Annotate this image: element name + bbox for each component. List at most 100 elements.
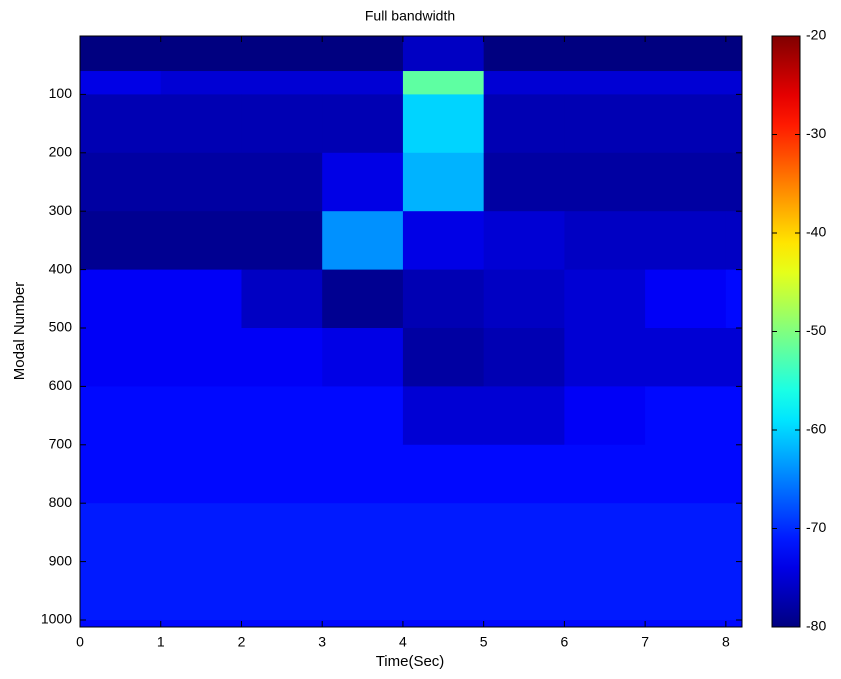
heatmap-cell	[402, 71, 485, 95]
heatmap-cell	[483, 269, 565, 329]
heatmap-cell	[80, 269, 162, 329]
heatmap-cell	[725, 152, 743, 212]
heatmap-cell	[564, 211, 646, 271]
heatmap-cell	[322, 444, 404, 504]
colorbar-tick-label: -30	[806, 125, 826, 141]
y-tick-label: 700	[49, 435, 73, 451]
heatmap-cell	[80, 36, 162, 72]
heatmap-cell	[80, 503, 162, 563]
heatmap-cell	[564, 503, 646, 563]
y-tick-label: 800	[49, 494, 73, 510]
heatmap-cell	[483, 152, 565, 212]
plot-frame	[79, 35, 743, 628]
heatmap-cell	[80, 619, 162, 628]
heatmap-cell	[322, 211, 404, 271]
heatmap-cell	[725, 269, 743, 329]
colorbar-tick-label: -40	[806, 224, 826, 240]
heatmap-cell	[322, 619, 404, 628]
heatmap-cell	[160, 561, 242, 621]
heatmap-cell	[241, 386, 323, 446]
heatmap-cell	[402, 561, 485, 621]
heatmap-cell	[160, 211, 242, 271]
heatmap-cell	[483, 327, 565, 387]
x-tick-label: 3	[318, 634, 326, 650]
heatmap-cell	[645, 619, 727, 628]
heatmap-cell	[725, 503, 743, 563]
y-tick-label: 300	[49, 202, 73, 218]
heatmap-cell	[241, 327, 323, 387]
heatmap-cell	[725, 619, 743, 628]
heatmap-cell	[564, 152, 646, 212]
heatmap-cell	[725, 71, 743, 95]
heatmap-cell	[564, 36, 646, 72]
heatmap-cell	[322, 269, 404, 329]
heatmap-cell	[160, 36, 242, 72]
x-tick-label: 4	[399, 634, 407, 650]
heatmap-cell	[160, 386, 242, 446]
heatmap-cell	[483, 36, 565, 72]
x-tick-label: 1	[157, 634, 165, 650]
x-tick-label: 0	[76, 634, 84, 650]
heatmap-cell	[80, 152, 162, 212]
heatmap-cell	[725, 444, 743, 504]
y-axis-label: Modal Number	[11, 282, 28, 380]
heatmap-cell	[483, 619, 565, 628]
x-tick-label: 7	[641, 634, 649, 650]
heatmap-cell	[725, 211, 743, 271]
x-tick-label: 5	[480, 634, 488, 650]
heatmap-cell	[725, 386, 743, 446]
heatmap-cell	[564, 327, 646, 387]
heatmap-cell	[483, 386, 565, 446]
chart-title: Full bandwidth	[365, 8, 455, 24]
heatmap-cell	[645, 386, 727, 446]
y-tick-label: 400	[49, 260, 73, 276]
colorbar-tick-label: -80	[806, 618, 826, 634]
heatmap-cell	[322, 94, 404, 154]
heatmap-cell	[241, 152, 323, 212]
heatmap-cell	[725, 36, 743, 72]
heatmap-cell	[160, 152, 242, 212]
x-tick-label: 6	[560, 634, 568, 650]
y-tick-label: 200	[49, 144, 73, 160]
heatmap-cell	[564, 619, 646, 628]
heatmap-cell	[322, 386, 404, 446]
heatmap-cell	[241, 619, 323, 628]
heatmap-cell	[402, 444, 485, 504]
heatmap-cell	[160, 327, 242, 387]
y-tick-label: 900	[49, 552, 73, 568]
heatmap-cell	[241, 94, 323, 154]
heatmap-cell	[483, 444, 565, 504]
heatmap-cell	[483, 71, 565, 95]
heatmap-cell	[160, 94, 242, 154]
heatmap-cell	[402, 503, 485, 563]
heatmap-cell	[564, 71, 646, 95]
heatmap-cell	[645, 269, 727, 329]
heatmap-cell	[402, 152, 485, 212]
heatmap-cell	[402, 211, 485, 271]
heatmap-cell	[645, 36, 727, 72]
y-tick-label: 500	[49, 319, 73, 335]
heatmap-cell	[160, 269, 242, 329]
heatmap-cell	[483, 503, 565, 563]
y-tick-label: 100	[49, 85, 73, 101]
x-axis-label: Time(Sec)	[376, 653, 445, 670]
heatmap-cell	[564, 444, 646, 504]
y-tick-label: 1000	[41, 611, 72, 627]
heatmap	[80, 36, 743, 628]
heatmap-cell	[322, 561, 404, 621]
x-tick-label: 2	[238, 634, 246, 650]
colorbar-tick-label: -60	[806, 421, 826, 437]
heatmap-cell	[402, 94, 485, 154]
heatmap-cell	[241, 71, 323, 95]
heatmap-cell	[402, 327, 485, 387]
heatmap-cell	[645, 94, 727, 154]
heatmap-cell	[645, 327, 727, 387]
heatmap-cell	[160, 503, 242, 563]
heatmap-cell	[80, 386, 162, 446]
colorbar-tick-label: -70	[806, 519, 826, 535]
heatmap-cell	[645, 503, 727, 563]
heatmap-cell	[80, 71, 162, 95]
heatmap-cell	[564, 386, 646, 446]
colorbar-tick-label: -20	[806, 27, 826, 43]
